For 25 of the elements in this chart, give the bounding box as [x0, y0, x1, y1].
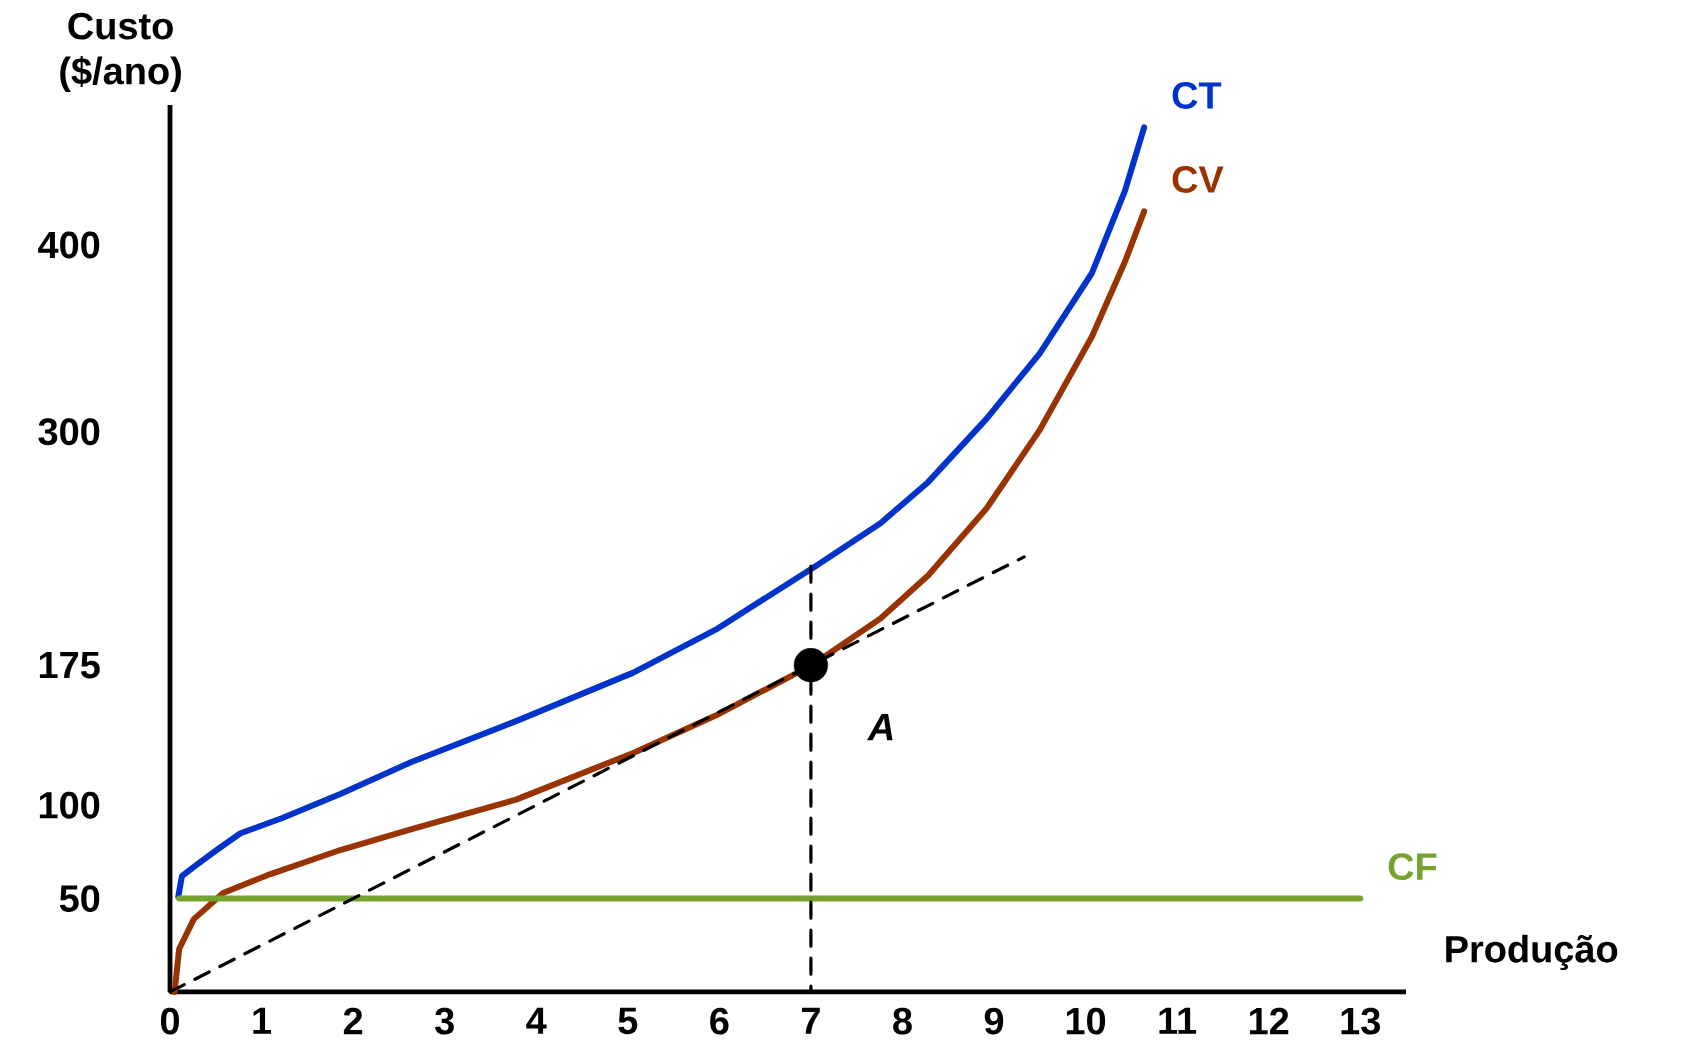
x-tick-label: 13	[1341, 1007, 1380, 1035]
x-axis-title: Produção	[1446, 934, 1618, 971]
annotation: A	[867, 714, 893, 741]
y-tick-label: 50	[59, 885, 100, 913]
x-tick-label: 11	[1159, 1007, 1197, 1034]
x-tick-label: 0	[160, 1007, 180, 1035]
x-tick-label: 7	[801, 1007, 820, 1034]
series-label: CT	[1172, 82, 1222, 109]
y-tick-label: 300	[38, 418, 100, 446]
x-tick-label: 8	[893, 1007, 912, 1035]
series-label: CF	[1388, 853, 1437, 881]
x-tick-label: 1	[253, 1007, 272, 1034]
y-tick-label: 400	[38, 231, 100, 259]
x-tick-label: 6	[710, 1007, 729, 1035]
x-tick-label: 5	[618, 1007, 638, 1035]
y-axis-title: Custo ($/ano)	[60, 12, 181, 93]
y-tick-label: 175	[39, 651, 100, 679]
x-tick-label: 4	[526, 1007, 547, 1034]
series-label: CV	[1172, 166, 1224, 193]
x-tick-label: 9	[984, 1007, 1004, 1035]
y-tick-label: 100	[39, 791, 100, 819]
x-tick-label: 12	[1249, 1007, 1289, 1035]
x-tick-label: 3	[435, 1007, 454, 1035]
x-tick-label: 10	[1066, 1007, 1106, 1035]
x-tick-label: 2	[343, 1007, 363, 1035]
